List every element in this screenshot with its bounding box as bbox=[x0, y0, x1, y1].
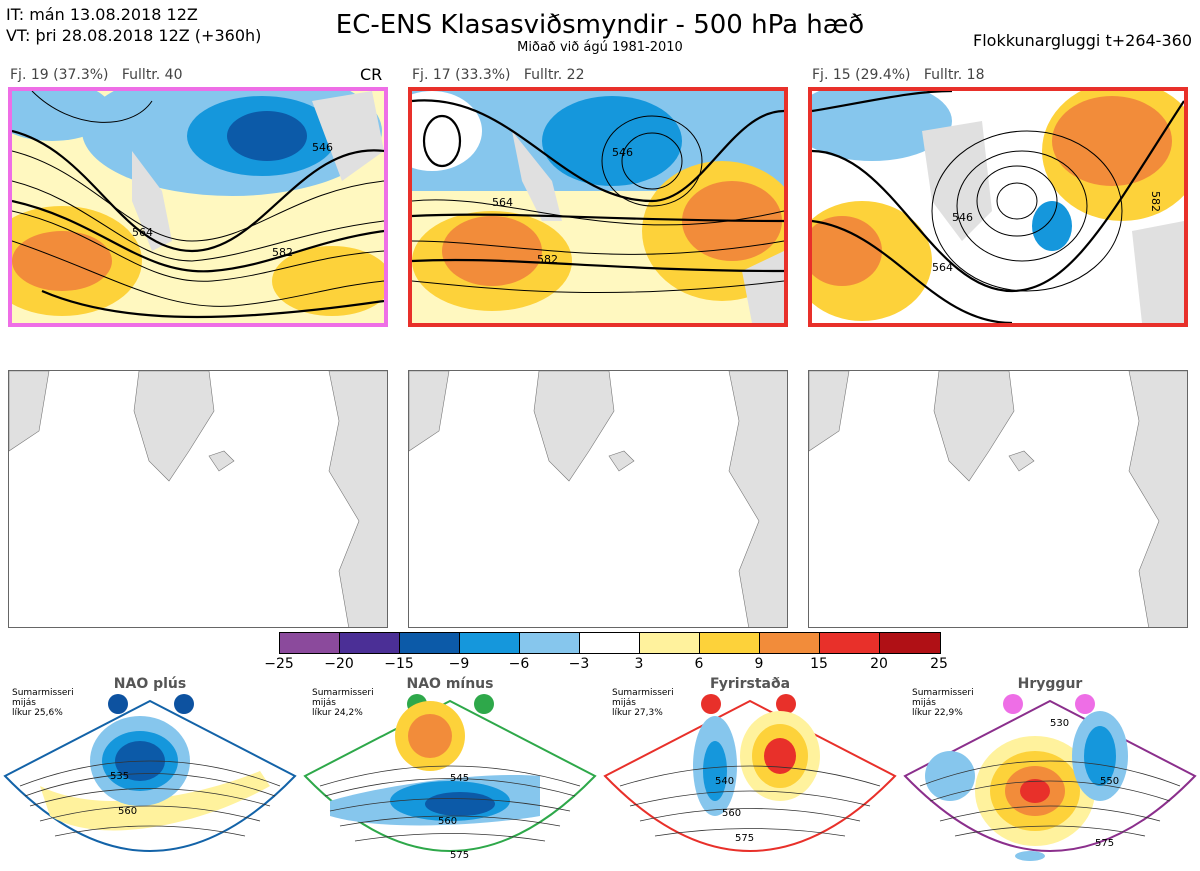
svg-text:582: 582 bbox=[272, 246, 293, 259]
anomaly-field-2: 564 546 582 bbox=[412, 91, 784, 323]
regime-title: Fyrirstaða bbox=[709, 676, 791, 692]
colorbar-swatch bbox=[460, 633, 520, 653]
colorbar-tick-label: 20 bbox=[870, 656, 888, 672]
regime-dot-icon bbox=[474, 694, 494, 714]
colorbar-swatch bbox=[640, 633, 700, 653]
regime-map: 545 560 575 bbox=[303, 694, 597, 861]
colorbar-swatch bbox=[280, 633, 340, 653]
colorbar: −25 −20 −15 −9 −6 −3 3 6 9 15 20 25 bbox=[264, 632, 948, 672]
colorbar-swatches bbox=[279, 632, 941, 654]
svg-text:564: 564 bbox=[492, 196, 513, 209]
svg-text:564: 564 bbox=[132, 226, 153, 239]
page-title: EC-ENS Klasasviðsmyndir - 500 hPa hæð bbox=[335, 10, 865, 40]
page-subtitle: Miðað við ágú 1981-2010 bbox=[517, 40, 683, 55]
colorbar-swatch bbox=[760, 633, 820, 653]
regime-dot-icon bbox=[1003, 694, 1023, 714]
colorbar-swatch bbox=[880, 633, 940, 653]
svg-text:546: 546 bbox=[312, 141, 333, 154]
cluster-1-label: Fj. 19 (37.3%) Fulltr. 40 bbox=[10, 67, 183, 83]
cluster-3-label: Fj. 15 (29.4%) Fulltr. 18 bbox=[812, 67, 985, 83]
cluster-1-tag: CR bbox=[360, 65, 383, 84]
svg-text:564: 564 bbox=[932, 261, 953, 274]
anomaly-field-3: 546 564 582 bbox=[812, 91, 1184, 323]
coastline-map-2 bbox=[409, 371, 787, 627]
coastline-map-1 bbox=[9, 371, 387, 627]
regime-info: Sumarmisseri mijás líkur 22,9% bbox=[912, 688, 974, 718]
regime-map: 530 550 575 bbox=[903, 694, 1197, 861]
regime-blocking[interactable]: Fyrirstaða Sumarmisseri mijás líkur 27,3% … bbox=[600, 676, 900, 871]
regime-dot-icon bbox=[174, 694, 194, 714]
colorbar-tick-label: 3 bbox=[634, 656, 644, 672]
cluster-map-2[interactable]: 564 546 582 bbox=[408, 87, 788, 327]
empty-map-2[interactable] bbox=[408, 370, 788, 628]
regime-title: NAO plús bbox=[113, 676, 187, 692]
regime-nao-plus[interactable]: NAO plús Sumarmisseri mijás líkur 25,6% 53… bbox=[0, 676, 300, 871]
svg-text:560: 560 bbox=[722, 808, 741, 819]
regime-info: Sumarmisseri mijás líkur 27,3% bbox=[612, 688, 674, 718]
svg-text:540: 540 bbox=[715, 776, 734, 787]
svg-text:560: 560 bbox=[118, 806, 137, 817]
empty-map-3[interactable] bbox=[808, 370, 1188, 628]
colorbar-swatch bbox=[340, 633, 400, 653]
regime-dot-icon bbox=[701, 694, 721, 714]
regime-map: 535 560 bbox=[3, 694, 297, 852]
regime-info: Sumarmisseri mijás líkur 25,6% bbox=[12, 688, 74, 718]
colorbar-tick-label: −15 bbox=[384, 656, 414, 672]
colorbar-swatch bbox=[520, 633, 580, 653]
cluster-map-1[interactable]: 546 564 582 bbox=[8, 87, 388, 327]
cluster-map-3[interactable]: 546 564 582 bbox=[808, 87, 1188, 327]
colorbar-swatch bbox=[820, 633, 880, 653]
regime-map: 540 560 575 bbox=[603, 694, 897, 852]
init-time: IT: mán 13.08.2018 12Z bbox=[6, 5, 198, 24]
svg-text:550: 550 bbox=[1100, 776, 1119, 787]
regime-ridge[interactable]: Hryggur Sumarmisseri mijás líkur 22,9% 530… bbox=[900, 676, 1200, 871]
init-time-info: IT: mán 13.08.2018 12Z VT: þri 28.08.201… bbox=[6, 4, 261, 46]
regime-dot-icon bbox=[1075, 694, 1095, 714]
colorbar-tick-label: −25 bbox=[264, 656, 294, 672]
colorbar-tick-label: −20 bbox=[324, 656, 354, 672]
cluster-2-label: Fj. 17 (33.3%) Fulltr. 22 bbox=[412, 67, 585, 83]
colorbar-swatch bbox=[580, 633, 640, 653]
svg-text:575: 575 bbox=[1095, 838, 1114, 849]
colorbar-swatch bbox=[700, 633, 760, 653]
svg-text:575: 575 bbox=[450, 850, 469, 861]
svg-text:560: 560 bbox=[438, 816, 457, 827]
regime-title: Hryggur bbox=[1017, 676, 1083, 692]
colorbar-tick-label: 9 bbox=[754, 656, 764, 672]
regime-info: Sumarmisseri mijás líkur 24,2% bbox=[312, 688, 374, 718]
coastline-map-3 bbox=[809, 371, 1187, 627]
regime-nao-minus[interactable]: NAO mínus Sumarmisseri mijás líkur 24,2% 5… bbox=[300, 676, 600, 871]
colorbar-swatch bbox=[400, 633, 460, 653]
regime-title: NAO mínus bbox=[406, 676, 494, 692]
colorbar-tick-label: −6 bbox=[508, 656, 530, 672]
colorbar-tick-label: 25 bbox=[930, 656, 948, 672]
colorbar-tick-label: 15 bbox=[810, 656, 828, 672]
svg-text:546: 546 bbox=[952, 211, 973, 224]
colorbar-tick-label: 6 bbox=[694, 656, 704, 672]
anomaly-field-1: 546 564 582 bbox=[12, 91, 384, 323]
svg-text:535: 535 bbox=[110, 771, 129, 782]
regime-dot-icon bbox=[776, 694, 796, 714]
classification-window: Flokkunargluggi t+264-360 bbox=[973, 31, 1192, 50]
svg-text:582: 582 bbox=[537, 253, 558, 266]
colorbar-tick-label: −3 bbox=[568, 656, 590, 672]
colorbar-tick-label: −9 bbox=[448, 656, 470, 672]
regime-dot-icon bbox=[108, 694, 128, 714]
svg-text:582: 582 bbox=[1149, 191, 1162, 212]
svg-text:530: 530 bbox=[1050, 718, 1069, 729]
svg-text:546: 546 bbox=[612, 146, 633, 159]
svg-text:545: 545 bbox=[450, 773, 469, 784]
svg-text:575: 575 bbox=[735, 833, 754, 844]
valid-time: VT: þri 28.08.2018 12Z (+360h) bbox=[6, 26, 262, 45]
empty-map-1[interactable] bbox=[8, 370, 388, 628]
